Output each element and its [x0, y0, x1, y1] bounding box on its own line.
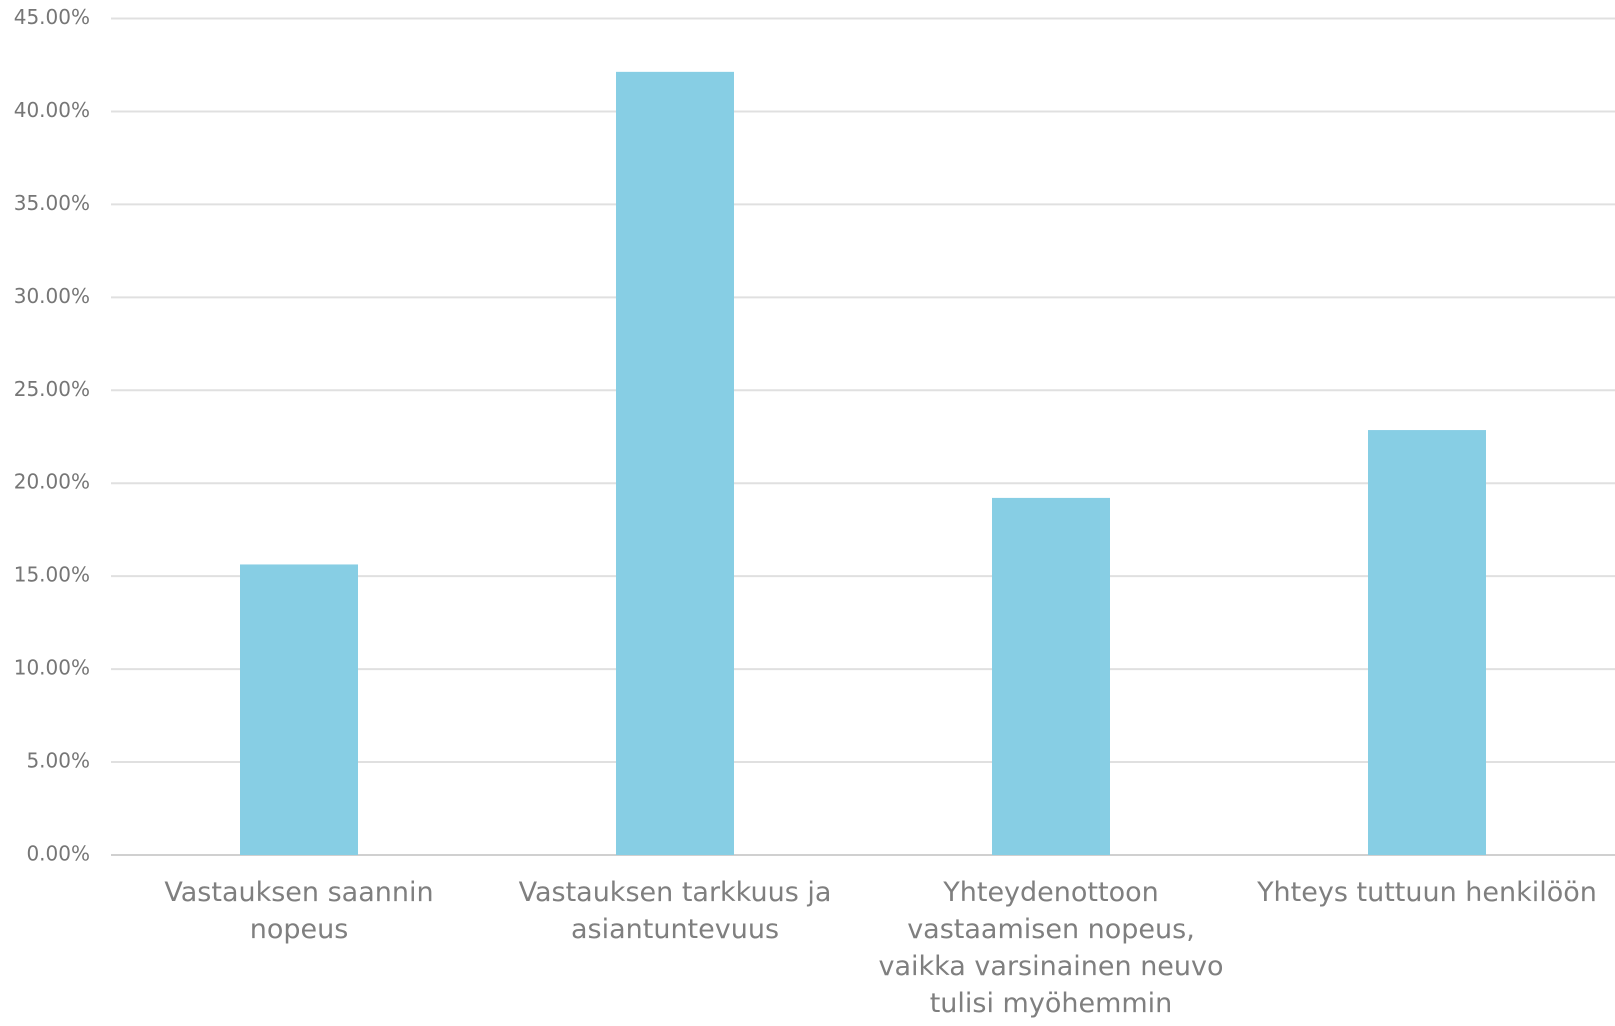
y-tick-label: 25.00%: [14, 377, 90, 401]
y-tick-label: 0.00%: [26, 842, 90, 866]
y-tick-label: 15.00%: [14, 563, 90, 587]
x-tick-label: Vastauksen saannin nopeus: [164, 877, 434, 945]
y-tick-label: 40.00%: [14, 98, 90, 122]
bar: [1368, 430, 1486, 855]
y-tick-label: 10.00%: [14, 656, 90, 680]
x-tick-label: Yhteydenottoon vastaamisen nopeus, vaikk…: [878, 877, 1224, 1019]
bar: [240, 564, 358, 855]
y-tick-label: 35.00%: [14, 191, 90, 215]
y-tick-label: 20.00%: [14, 470, 90, 494]
y-tick-label: 45.00%: [14, 5, 90, 29]
bar: [992, 497, 1110, 855]
x-tick-label: Yhteys tuttuun henkilöön: [1257, 877, 1597, 908]
y-tick-label: 30.00%: [14, 284, 90, 308]
bar: [616, 71, 734, 856]
y-tick-label: 5.00%: [26, 749, 90, 773]
x-tick-label: Vastauksen tarkkuus ja asiantuntevuus: [518, 877, 832, 945]
